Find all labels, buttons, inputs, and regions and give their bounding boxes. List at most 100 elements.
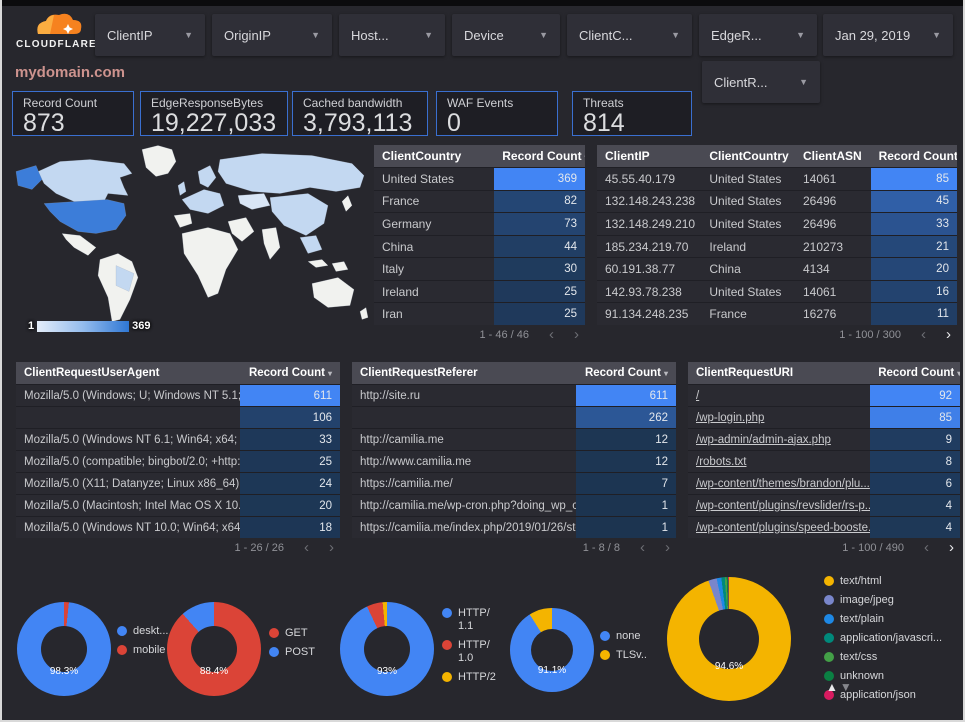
table-row[interactable]: Ireland 25 <box>374 279 585 303</box>
table-row[interactable]: 132.148.249.210 United States 26496 33 <box>597 212 957 235</box>
country-alaska <box>15 165 43 190</box>
legend-label: HTTP/ 1.0 <box>458 639 490 664</box>
uri-link-cell[interactable]: /wp-content/plugins/revslider/rs-p... <box>696 499 871 512</box>
table-row[interactable]: Mozilla/5.0 (Macintosh; Intel Mac OS X 1… <box>16 494 340 516</box>
country-russia <box>217 153 365 194</box>
table-row[interactable]: Mozilla/5.0 (Windows; U; Windows NT 5.1;… <box>16 384 340 406</box>
uri-link-cell[interactable]: /robots.txt <box>696 455 747 468</box>
table-row[interactable]: http://site.ru 611 <box>352 384 676 406</box>
table-cell: http://camilia.me/wp-cron.php?doing_wp_c… <box>360 499 576 512</box>
table-row[interactable]: /wp-login.php 85 <box>688 406 960 428</box>
legend-dot-icon <box>824 690 834 700</box>
filter-date-range[interactable]: Jan 29, 2019 ▼ <box>823 14 953 56</box>
table-row[interactable]: Italy 30 <box>374 257 585 280</box>
table-row[interactable]: 185.234.219.70 Ireland 210273 21 <box>597 234 957 258</box>
table-row[interactable]: /wp-content/plugins/revslider/rs-p... 4 <box>688 494 960 516</box>
table-row[interactable]: Germany 73 <box>374 212 585 235</box>
column-header[interactable]: ClientCountry <box>382 149 462 163</box>
column-header[interactable]: ClientRequestURI <box>696 367 794 379</box>
table-row[interactable]: France 82 <box>374 189 585 213</box>
table-row[interactable]: 132.148.243.238 United States 26496 45 <box>597 189 957 213</box>
prev-page-icon[interactable]: ‹ <box>549 326 554 344</box>
column-header[interactable]: Record Count▾ <box>878 149 957 163</box>
uri-link-cell[interactable]: /wp-login.php <box>696 411 765 424</box>
table-row[interactable]: 60.191.38.77 China 4134 20 <box>597 257 957 280</box>
column-header[interactable]: Record Count▾ <box>584 367 668 379</box>
record-count-cell: 369 <box>494 168 585 190</box>
table-row[interactable]: / 92 <box>688 384 960 406</box>
filter-clientip[interactable]: ClientIP ▼ <box>95 14 205 56</box>
uri-link-cell[interactable]: /wp-content/themes/brandon/plu... <box>696 477 870 490</box>
legend-label: mobile <box>133 644 166 656</box>
prev-page-icon[interactable]: ‹ <box>924 539 929 556</box>
table-cell: 14061 <box>802 171 837 186</box>
table-row[interactable]: Mozilla/5.0 (compatible; bingbot/2.0; +h… <box>16 450 340 472</box>
table-user-agent: ClientRequestUserAgent Record Count ▾ Mozil… <box>16 362 340 558</box>
table-row[interactable]: /robots.txt 8 <box>688 450 960 472</box>
column-header[interactable]: ClientRequestUserAgent <box>24 367 160 379</box>
legend-dot-icon <box>600 650 610 660</box>
table-row[interactable]: https://camilia.me/7 <box>352 472 676 494</box>
legend-scroll-arrows[interactable]: ▲▼ <box>826 680 854 694</box>
table-row[interactable]: Mozilla/5.0 (Windows NT 6.1; Win64; x64;… <box>16 428 340 450</box>
table-row[interactable]: 142.93.78.238 United States 14061 16 <box>597 279 957 303</box>
scorecard-threats: Threats 814 <box>572 91 692 137</box>
record-count-cell: 25 <box>494 280 585 303</box>
uri-link-cell[interactable]: /wp-content/plugins/speed-booste... <box>696 521 871 534</box>
table-row[interactable]: Mozilla/5.0 (Windows NT 10.0; Win64; x64… <box>16 516 340 538</box>
filter-edger[interactable]: EdgeR... ▼ <box>699 14 817 56</box>
record-count-cell: 45 <box>870 190 957 213</box>
table-row[interactable]: Iran 25 <box>374 302 585 326</box>
prev-page-icon[interactable]: ‹ <box>304 539 309 556</box>
column-header[interactable]: ClientASN <box>802 149 862 163</box>
uri-link-cell[interactable]: /wp-admin/admin-ajax.php <box>696 433 831 446</box>
table-row[interactable]: http://camilia.me/wp-cron.php?doing_wp_c… <box>352 494 676 516</box>
next-page-icon[interactable]: › <box>574 326 579 344</box>
scroll-up-icon[interactable]: ▲ <box>826 680 840 694</box>
table-cell: Ireland <box>382 284 419 299</box>
table-row[interactable]: Mozilla/5.0 (X11; Datanyze; Linux x86_64… <box>16 472 340 494</box>
country-usa <box>43 199 127 234</box>
geo-map[interactable]: 1 369 <box>12 142 372 345</box>
table-row[interactable]: https://camilia.me/index.php/2019/01/26/… <box>352 516 676 538</box>
table-row[interactable]: http://www.camilia.me 12 <box>352 450 676 472</box>
table-row[interactable]: 45.55.40.179 United States 14061 85 <box>597 167 957 190</box>
table-row[interactable]: 91.134.248.235 France 16276 11 <box>597 302 957 326</box>
record-count-cell: 611 <box>575 385 676 406</box>
legend-dot-icon <box>824 614 834 624</box>
prev-page-icon[interactable]: ‹ <box>640 539 645 556</box>
country-japan <box>341 195 353 212</box>
table-header: ClientRequestUserAgent Record Count ▾ <box>16 362 340 384</box>
column-header[interactable]: ClientIP <box>605 149 650 163</box>
legend-dot-icon <box>442 608 452 618</box>
table-row[interactable]: 262 <box>352 406 676 428</box>
prev-page-icon[interactable]: ‹ <box>921 326 926 344</box>
next-page-icon[interactable]: › <box>946 326 951 344</box>
filter-device[interactable]: Device ▼ <box>452 14 560 56</box>
filter-originip[interactable]: OriginIP ▼ <box>212 14 332 56</box>
column-header[interactable]: Record Count▾ <box>494 145 585 167</box>
filter-host[interactable]: Host... ▼ <box>339 14 445 56</box>
table-row[interactable]: http://camilia.me 12 <box>352 428 676 450</box>
donut-percent-label: 98.3% <box>49 665 79 677</box>
column-header[interactable]: ClientCountry <box>709 149 789 163</box>
column-header[interactable]: Record Count▾ <box>870 362 960 384</box>
table-row[interactable]: China 44 <box>374 234 585 258</box>
donut-percent-label: 94.6% <box>714 661 744 673</box>
filter-clientr[interactable]: ClientR... ▼ <box>702 61 820 103</box>
table-row[interactable]: /wp-admin/admin-ajax.php 9 <box>688 428 960 450</box>
pagination-range: 1 - 26 / 26 <box>234 542 284 554</box>
table-row[interactable]: United States 369 <box>374 167 585 190</box>
table-row[interactable]: /wp-content/plugins/speed-booste... 4 <box>688 516 960 538</box>
scroll-down-icon[interactable]: ▼ <box>839 680 854 694</box>
next-page-icon[interactable]: › <box>665 539 670 556</box>
column-header[interactable]: ClientRequestReferer <box>360 367 478 379</box>
table-header: ClientRequestReferer Record Count ▾ <box>352 362 676 384</box>
column-header[interactable]: Record Count▾ <box>248 367 332 379</box>
uri-link-cell[interactable]: / <box>696 389 700 402</box>
next-page-icon[interactable]: › <box>949 539 954 556</box>
filter-clientc[interactable]: ClientC... ▼ <box>567 14 692 56</box>
table-row[interactable]: 106 <box>16 406 340 428</box>
next-page-icon[interactable]: › <box>329 539 334 556</box>
table-row[interactable]: /wp-content/themes/brandon/plu... 6 <box>688 472 960 494</box>
